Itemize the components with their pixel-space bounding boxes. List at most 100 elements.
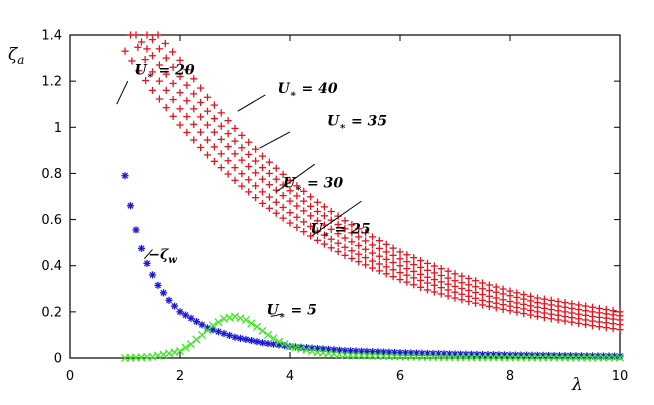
annotation: U∗ = 5 — [267, 302, 317, 321]
data-point — [272, 175, 280, 183]
data-point — [307, 212, 315, 220]
data-point — [286, 187, 294, 195]
data-point — [203, 93, 212, 101]
data-point — [162, 104, 170, 112]
data-point — [293, 182, 301, 190]
data-point — [382, 248, 390, 256]
data-point — [258, 326, 267, 335]
y-tick-label: 1 — [54, 121, 62, 136]
data-point — [293, 213, 301, 221]
data-point — [217, 122, 225, 130]
data-point — [161, 39, 169, 48]
data-point — [198, 321, 206, 329]
data-point — [615, 353, 625, 362]
data-point — [238, 156, 246, 164]
data-point — [458, 279, 466, 287]
series-4 — [154, 31, 624, 316]
data-point — [492, 283, 500, 291]
data-point — [210, 115, 218, 123]
data-point — [341, 243, 349, 251]
data-point — [225, 331, 234, 339]
data-point — [238, 131, 246, 139]
data-point — [554, 297, 562, 306]
data-point — [214, 318, 223, 327]
annotation-label: U∗ = 5 — [267, 302, 317, 321]
data-point — [176, 72, 184, 81]
data-point — [382, 255, 390, 263]
annotation: U∗ = 25 — [311, 222, 371, 241]
data-point — [241, 315, 251, 324]
data-point — [602, 305, 610, 314]
y-axis-label: ζa — [8, 45, 24, 67]
data-point — [148, 36, 157, 44]
data-point — [258, 175, 267, 183]
data-point — [175, 347, 185, 356]
data-point — [258, 188, 267, 196]
data-point — [258, 164, 267, 172]
data-point — [403, 264, 411, 273]
data-point — [148, 86, 157, 94]
data-point — [444, 280, 452, 288]
data-point — [313, 227, 322, 235]
data-point — [197, 128, 205, 136]
data-point — [274, 337, 284, 346]
data-point — [327, 207, 335, 216]
data-point — [368, 241, 377, 249]
y-tick-label: 0.8 — [41, 167, 62, 182]
data-point — [444, 292, 452, 300]
data-point — [410, 260, 418, 269]
data-point — [187, 314, 195, 322]
data-point — [252, 157, 260, 165]
data-point — [307, 232, 315, 240]
data-point — [396, 248, 404, 256]
data-point — [362, 261, 370, 269]
y-tick-label: 0.4 — [41, 259, 62, 274]
x-tick-label: 4 — [286, 369, 294, 384]
data-point — [265, 181, 273, 189]
data-point — [154, 281, 162, 289]
data-point — [190, 120, 198, 129]
data-point — [197, 98, 205, 107]
data-point — [362, 254, 370, 262]
annotation: U∗ = 40 — [278, 81, 338, 100]
data-point — [355, 225, 363, 233]
data-point — [513, 289, 521, 297]
data-point — [375, 260, 383, 268]
data-point — [403, 258, 411, 266]
data-point — [217, 135, 225, 143]
data-point — [238, 182, 246, 190]
data-point — [181, 343, 190, 352]
annotation-arrow — [259, 131, 291, 149]
data-point — [231, 150, 239, 158]
data-point — [224, 130, 232, 138]
data-point — [272, 198, 280, 206]
data-point — [444, 267, 452, 275]
data-point — [423, 266, 432, 274]
data-point — [430, 275, 438, 284]
data-point — [595, 304, 603, 312]
data-point — [368, 233, 377, 241]
data-point — [341, 251, 349, 259]
data-point — [300, 218, 308, 226]
data-point — [430, 288, 438, 296]
data-point — [265, 204, 273, 212]
data-point — [396, 275, 404, 284]
y-tick-label: 1.2 — [41, 75, 62, 90]
data-point — [183, 81, 191, 89]
data-point — [169, 48, 177, 56]
data-point — [245, 162, 253, 171]
data-point — [176, 105, 184, 113]
data-point — [327, 244, 335, 252]
data-point — [382, 240, 390, 248]
data-point — [389, 258, 397, 267]
data-point — [472, 277, 480, 285]
data-point — [214, 328, 223, 336]
annotation-arrow — [116, 80, 129, 105]
data-point — [245, 138, 253, 146]
data-point — [341, 225, 349, 233]
data-point — [190, 105, 198, 113]
annotation-arrow — [270, 313, 282, 317]
data-point — [368, 257, 377, 265]
data-point — [181, 311, 190, 319]
data-point — [410, 274, 418, 282]
